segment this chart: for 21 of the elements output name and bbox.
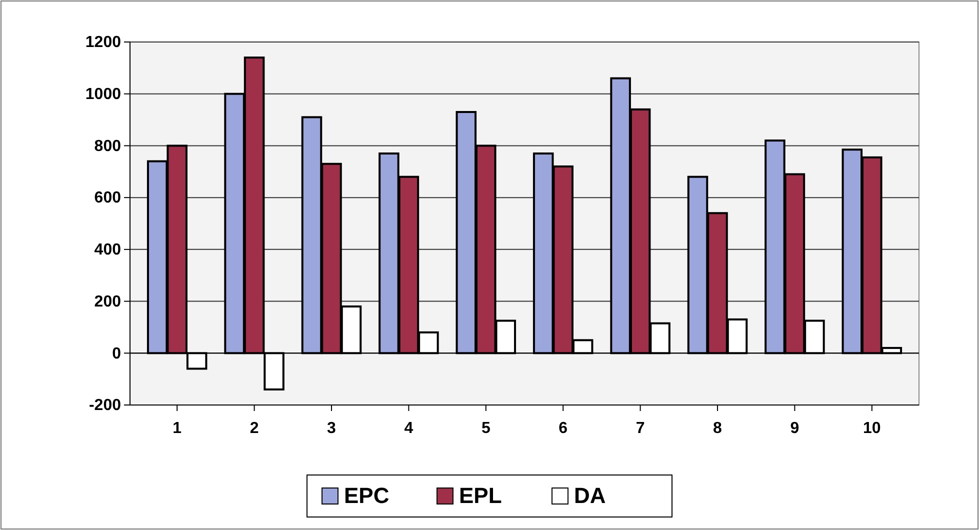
y-tick-label: 1200 xyxy=(85,34,122,52)
y-tick-label: -200 xyxy=(88,397,122,414)
x-tick-label: 5 xyxy=(481,420,490,438)
x-tick-label: 2 xyxy=(250,420,259,438)
y-tick-label: 200 xyxy=(94,293,122,310)
legend-label: DA xyxy=(574,483,606,508)
x-tick-label: 3 xyxy=(327,420,336,438)
y-tick-label: 1000 xyxy=(85,86,122,103)
y-tick-label: 800 xyxy=(94,138,122,155)
y-tick-label: 600 xyxy=(94,190,122,207)
legend-label: EPL xyxy=(459,483,502,508)
x-tick-label: 9 xyxy=(790,420,800,438)
x-tick-label: 8 xyxy=(713,420,722,438)
x-tick-label: 1 xyxy=(172,420,182,438)
x-tick-label: 7 xyxy=(636,420,645,438)
legend-label: EPC xyxy=(344,483,390,508)
x-tick-label: 6 xyxy=(558,420,568,438)
y-tick-label: 400 xyxy=(94,242,122,259)
x-tick-label: 4 xyxy=(404,420,414,438)
x-tick-label: 10 xyxy=(863,420,881,438)
y-tick-label: 0 xyxy=(112,345,122,362)
